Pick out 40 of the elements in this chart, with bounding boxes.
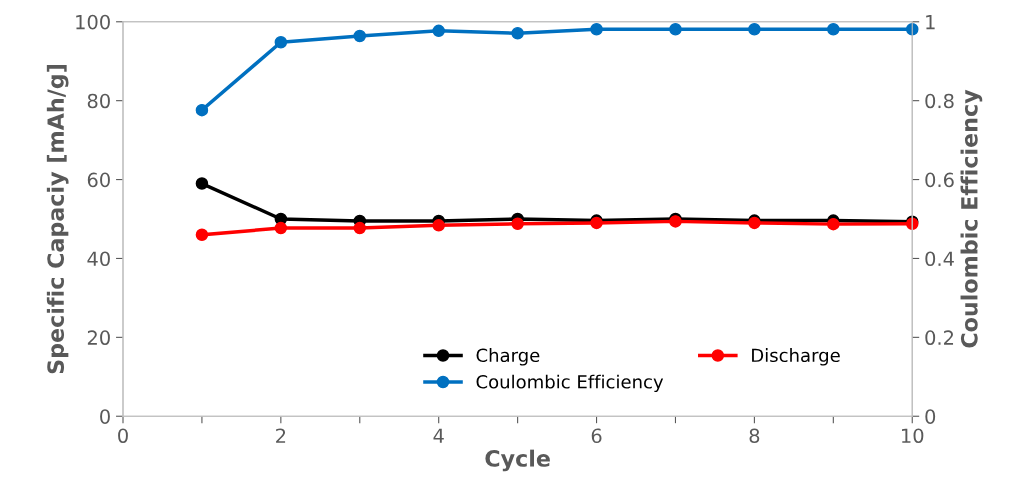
legend-label: Discharge (752, 348, 840, 366)
y2-axis-title: Coulombic Efficiency (960, 89, 983, 348)
y-tick-label: 100 (76, 14, 110, 30)
y2-tick-label: 1 (926, 14, 935, 30)
x-tick-label: 6 (591, 428, 602, 444)
y2-tick-label: 0 (925, 409, 936, 424)
y-axis-title: Specific Capaciy [mAh/g] (46, 65, 69, 374)
point (353, 221, 367, 235)
point (195, 177, 209, 190)
x-tick-label: 10 (902, 428, 924, 444)
x-tick-label: 4 (433, 428, 444, 443)
y-tick-label: 40 (87, 251, 110, 267)
point (195, 228, 209, 242)
y2-tick-label: 0.2 (925, 330, 954, 346)
x-tick-label: 2 (276, 428, 286, 443)
y-tick-label: 60 (87, 172, 110, 188)
y-tick-label: 20 (87, 330, 110, 346)
point (669, 23, 682, 36)
y2-tick-label: 0.4 (925, 251, 954, 267)
point (827, 23, 840, 36)
point (827, 217, 840, 231)
x-tick-label: 0 (118, 428, 128, 444)
point (274, 36, 288, 49)
point (511, 217, 524, 230)
point (511, 26, 524, 40)
y-tick-label: 0 (100, 409, 110, 424)
y2-tick-label: 0.6 (925, 172, 954, 188)
x-axis-title: Cycle (485, 449, 550, 472)
point (195, 103, 209, 117)
point (590, 23, 603, 36)
point (432, 24, 445, 38)
legend-label: Coulombic Efficiency (476, 374, 664, 393)
point (748, 23, 761, 36)
x-tick-label: 8 (749, 428, 760, 444)
y2-tick-label: 0.8 (925, 93, 954, 109)
y-tick-label: 80 (87, 93, 110, 109)
point (274, 221, 288, 235)
legend-label: Charge (476, 348, 540, 366)
point (353, 29, 367, 43)
point (432, 219, 445, 232)
